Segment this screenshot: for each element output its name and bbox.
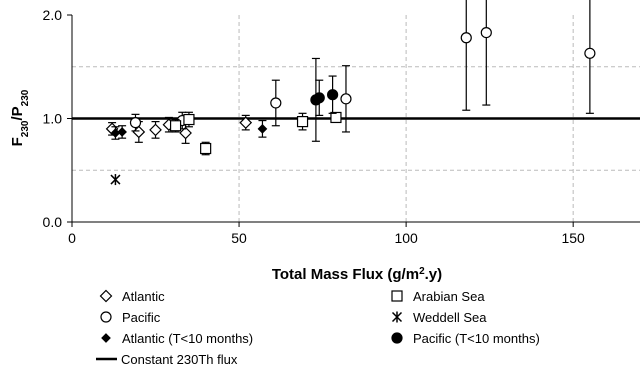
arabian-sea-point (330, 111, 342, 124)
x-tick-label: 150 (561, 230, 585, 246)
x-tick-label: 0 (68, 230, 76, 246)
legend-marker-atlantic-t-10-months (101, 333, 111, 343)
pacific-point (460, 32, 472, 44)
legend-marker-atlantic (99, 289, 113, 303)
legend-label-atlantic: Atlantic (122, 289, 165, 304)
pacific-point (129, 117, 142, 129)
tick-labels: 0 50 100 150 0.0 1.0 2.0 (43, 7, 586, 246)
pacific-point (584, 47, 596, 59)
arabian-sea-point (200, 142, 212, 155)
pacific-point (340, 93, 352, 105)
x-tick-label: 50 (231, 230, 247, 246)
y-tick-label: 2.0 (43, 7, 63, 23)
arabian-sea-point (169, 120, 182, 132)
pacific-t-10-months-point (327, 89, 339, 101)
atlantic-point (239, 116, 253, 129)
gridlines (72, 15, 640, 222)
legend-marker-weddell-sea (391, 311, 403, 323)
data-points (105, 0, 596, 186)
y-tick-label: 1.0 (43, 111, 63, 127)
x-tick-label: 100 (394, 230, 418, 246)
x-axis-label: Total Mass Flux (g/m2.y) (272, 266, 442, 284)
pacific-t-10-months-point (313, 92, 325, 104)
arabian-sea-point (183, 113, 195, 126)
pacific-point (270, 97, 282, 109)
legend-marker-arabian-sea (391, 290, 403, 302)
atlantic-t-10-months-point (117, 127, 127, 137)
legend-marker-pacific (100, 311, 112, 323)
legend-label-arabian-sea: Arabian Sea (413, 289, 485, 304)
axes (67, 14, 640, 227)
y-axis-label: F230/P230 (9, 89, 31, 146)
pacific-point (480, 26, 492, 39)
y-tick-label: 0.0 (43, 214, 63, 230)
atlantic-point (179, 126, 192, 140)
legend-marker-pacific-t-10-months (391, 332, 403, 344)
legend-label-pacific-t-10-months: Pacific (T<10 months) (413, 331, 540, 346)
legend: Atlantic Pacific Atlantic (T<10 months) Ara… (96, 289, 540, 367)
arabian-sea-point (296, 116, 309, 128)
legend-label-atlantic-t-10-months: Atlantic (T<10 months) (122, 331, 253, 346)
atlantic-point (149, 123, 162, 137)
legend-label-weddell-sea: Weddell Sea (413, 310, 487, 325)
legend-label-pacific: Pacific (122, 310, 161, 325)
weddell-sea-point (110, 174, 121, 186)
atlantic-t-10-months-point (257, 124, 268, 134)
legend-label-constant-flux: Constant 230Th flux (121, 352, 238, 367)
